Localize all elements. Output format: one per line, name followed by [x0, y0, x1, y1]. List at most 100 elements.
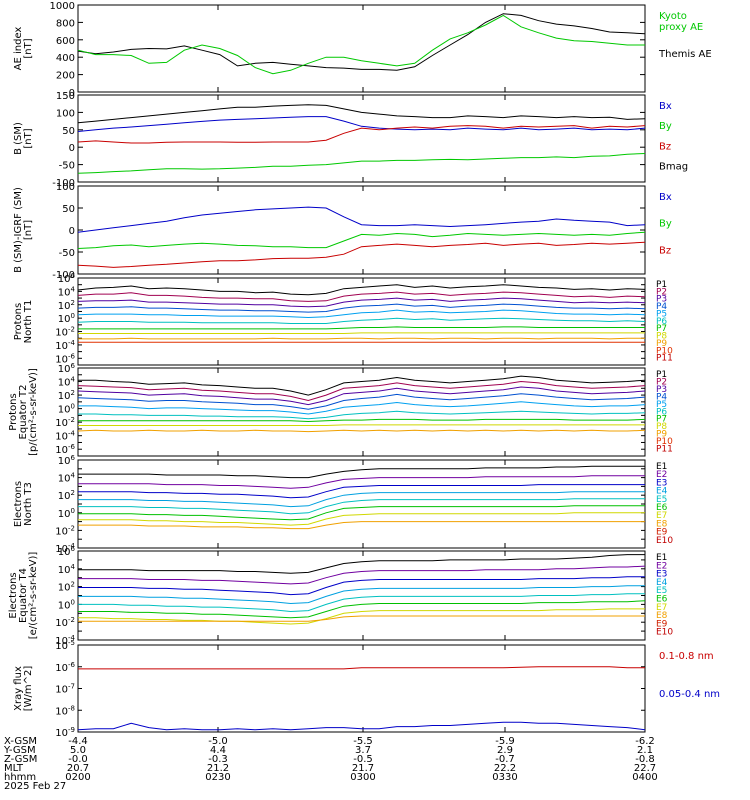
legend-label: E5: [656, 586, 667, 596]
y-tick-label: 600: [56, 36, 75, 47]
x-axis-row-label: Y-GSM: [3, 745, 36, 756]
series-line-by: [77, 231, 646, 249]
x-axis-value: 22.7: [634, 763, 656, 774]
y-tick-label: 50: [62, 204, 75, 215]
series-line-e3: [78, 576, 645, 596]
series-line-p8: [78, 332, 645, 334]
series-line-bz: [77, 241, 646, 268]
panel-7: Electrons Equator T4 [e/(cm²-s-sr-keV)] E1E…: [8, 550, 673, 641]
series-line-themis-ae: [77, 13, 646, 71]
x-axis-value: -4.4: [68, 736, 88, 747]
legend-label: E8: [656, 611, 668, 621]
y-tick-label: 0: [69, 143, 75, 154]
y-tick-label: 104: [58, 285, 76, 298]
legend-label: E7: [656, 511, 667, 521]
y-tick-label: 100: [58, 403, 75, 416]
y-tick-label: 0: [69, 88, 75, 99]
legend-label: E4: [656, 487, 668, 497]
legend-label: P4: [656, 302, 667, 312]
series-line-p1: [77, 284, 646, 296]
series-line-bx: [77, 116, 646, 132]
x-axis-value: 0330: [492, 772, 517, 783]
y-tick-label: -50: [59, 248, 75, 259]
y-tick-label: 10-4: [55, 339, 75, 352]
series-line-p7: [78, 326, 645, 330]
x-axis-value: 4.4: [210, 745, 226, 756]
x-axis-value: -5.5: [353, 736, 373, 747]
series-line-e2: [78, 475, 645, 489]
y-axis-label: [nT]: [23, 128, 34, 148]
x-axis-value: -0.7: [495, 754, 515, 765]
panel-8: Xray flux [W/m^2] 0.1-0.8 nm 0.05-0.4 nm: [13, 644, 720, 733]
y-axis-label: North T1: [23, 300, 34, 344]
y-tick-label: 106: [58, 272, 76, 285]
y-tick-label: 100: [58, 312, 75, 325]
x-axis-value: 0230: [205, 772, 230, 783]
y-axis-label: North T3: [23, 482, 34, 526]
legend-label: P4: [656, 392, 667, 402]
legend-label: P11: [656, 354, 673, 364]
x-axis-value: 2.1: [637, 745, 653, 756]
series-line-p7: [78, 418, 646, 423]
y-tick-label: 10-9: [55, 726, 75, 739]
legend-label: E9: [656, 528, 668, 538]
legend-label: 0.1-0.8 nm: [659, 651, 714, 662]
x-axis-row-label: hhmm: [4, 772, 36, 783]
series-line-e6: [78, 505, 645, 521]
series-line-p5: [77, 309, 646, 319]
legend-label: E6: [656, 503, 668, 513]
legend-label: E3: [656, 478, 667, 488]
x-axis-value: 2.9: [497, 745, 513, 756]
series-line-p6: [78, 410, 646, 420]
y-tick-label: 10-2: [55, 326, 75, 339]
y-tick-label: -100: [52, 178, 75, 189]
legend-label: P3: [656, 295, 667, 305]
y-tick-label: -50: [59, 161, 75, 172]
legend-label: E4: [656, 578, 668, 588]
series-line-p2: [77, 291, 646, 302]
y-axis-label: Equator T4: [18, 568, 29, 623]
series-line-p6: [77, 317, 646, 324]
y-axis-label: Xray flux: [13, 666, 24, 711]
series-line-p1: [78, 375, 646, 396]
legend-label: Bz: [659, 245, 671, 256]
legend-label: E1: [656, 553, 667, 563]
panel-frame: [77, 367, 646, 457]
y-axis-label: [nT]: [23, 38, 34, 58]
series-line-p4: [77, 303, 646, 313]
legend-label: P8: [656, 332, 667, 342]
series-line-p3: [77, 297, 646, 308]
legend-label: E1: [656, 462, 667, 472]
y-tick-label: 10-2: [55, 616, 75, 629]
legend-label: E5: [656, 495, 667, 505]
series-line-bmag: [77, 104, 646, 124]
y-tick-label: 50: [62, 126, 75, 137]
y-axis-label: [nT]: [23, 220, 34, 240]
y-tick-label: 10-6: [55, 443, 75, 456]
x-axis-value: 21.7: [352, 763, 374, 774]
legend-label: P9: [656, 339, 667, 349]
series-line-p4: [77, 393, 646, 410]
series-line-e4: [78, 491, 645, 508]
x-axis-value: -5.0: [208, 736, 228, 747]
legend-label: E9: [656, 619, 668, 629]
legend-label: Bx: [659, 192, 672, 203]
y-tick-label: 104: [58, 563, 76, 576]
series-line-e1: [78, 465, 645, 479]
x-axis-value: 0200: [65, 772, 90, 783]
y-tick-label: 200: [56, 71, 75, 82]
panel-frame: [77, 277, 646, 366]
legend-label: P10: [656, 437, 673, 447]
legend-label: proxy AE: [659, 22, 703, 33]
legend-label: E2: [656, 470, 667, 480]
y-tick-label: 800: [56, 18, 75, 29]
series-line-p9: [77, 429, 646, 433]
y-axis-label: AE index: [13, 27, 24, 71]
legend-label: P1: [656, 370, 667, 380]
series-line-bz: [77, 125, 646, 144]
series-line-e3: [78, 484, 645, 499]
x-axis-value: -0.3: [208, 754, 228, 765]
series-line-e8: [78, 615, 645, 622]
series-line-p3: [77, 386, 646, 406]
